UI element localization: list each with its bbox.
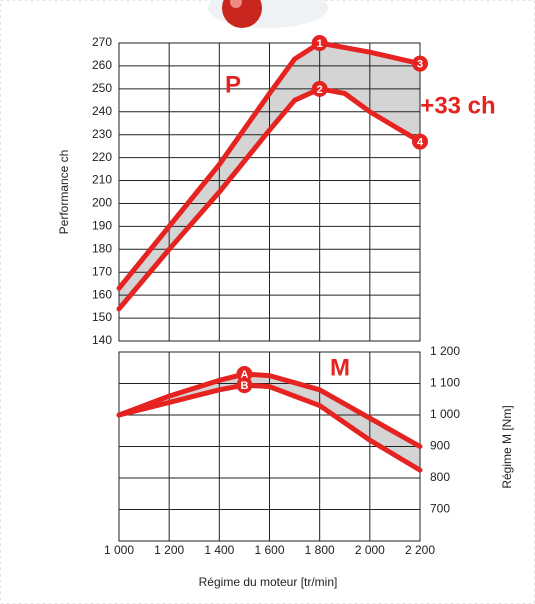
curve xyxy=(116,371,423,449)
y-tick-label: 140 xyxy=(92,333,112,347)
y2-axis-label: Régime M [Nm] xyxy=(500,405,514,488)
point-marker-label: 2 xyxy=(317,84,323,96)
plot-frame xyxy=(118,42,421,342)
y-tick-label: 250 xyxy=(92,81,112,95)
decor-ball xyxy=(208,0,328,28)
y-tick-label: 220 xyxy=(92,150,112,164)
x-tick-label: 2 200 xyxy=(405,543,435,557)
point-marker xyxy=(236,377,253,394)
y-axis-label: Performance ch xyxy=(57,150,71,235)
y-tick-label: 150 xyxy=(92,310,112,324)
y-tick-label: 210 xyxy=(92,173,112,187)
y-tick-label: 170 xyxy=(92,264,112,278)
y-tick-label: 700 xyxy=(430,502,450,516)
y-tick-label: 160 xyxy=(92,287,112,301)
y-tick-label: 1 200 xyxy=(430,344,460,358)
y-tick-label: 800 xyxy=(430,470,450,484)
gap-band xyxy=(119,374,420,471)
x-tick-label: 1 200 xyxy=(154,543,184,557)
x-tick-label: 1 000 xyxy=(104,543,134,557)
torque-label: M xyxy=(330,354,350,381)
y-tick-label: 180 xyxy=(92,241,112,255)
point-marker xyxy=(311,80,328,97)
y-tick-label: 240 xyxy=(92,104,112,118)
point-marker xyxy=(311,35,328,51)
x-tick-label: 1 600 xyxy=(254,543,284,557)
y-tick-label: 260 xyxy=(92,58,112,72)
y-tick-label: 1 100 xyxy=(430,376,460,390)
point-marker xyxy=(236,366,253,383)
point-marker-label: B xyxy=(240,380,248,392)
delta-label: +33 ch xyxy=(420,92,495,119)
x-tick-label: 2 000 xyxy=(355,543,385,557)
point-marker-label: 4 xyxy=(417,136,424,148)
y-tick-label: 230 xyxy=(92,127,112,141)
y-tick-label: 1 000 xyxy=(430,407,460,421)
x-axis-label: Régime du moteur [tr/min] xyxy=(199,575,338,589)
x-tick-label: 1 400 xyxy=(204,543,234,557)
point-marker xyxy=(412,55,428,72)
point-marker-label: 1 xyxy=(317,38,323,50)
point-marker-label: 3 xyxy=(417,59,423,71)
y-tick-label: 190 xyxy=(92,219,112,233)
point-marker xyxy=(412,133,428,150)
curve xyxy=(116,382,423,473)
power-label: P xyxy=(225,71,241,98)
curve xyxy=(116,86,423,312)
y-tick-label: 270 xyxy=(92,35,112,49)
curve xyxy=(116,40,423,291)
y-tick-label: 900 xyxy=(430,439,450,453)
point-marker-label: A xyxy=(240,369,248,381)
y-tick-label: 200 xyxy=(92,196,112,210)
x-tick-label: 1 800 xyxy=(305,543,335,557)
